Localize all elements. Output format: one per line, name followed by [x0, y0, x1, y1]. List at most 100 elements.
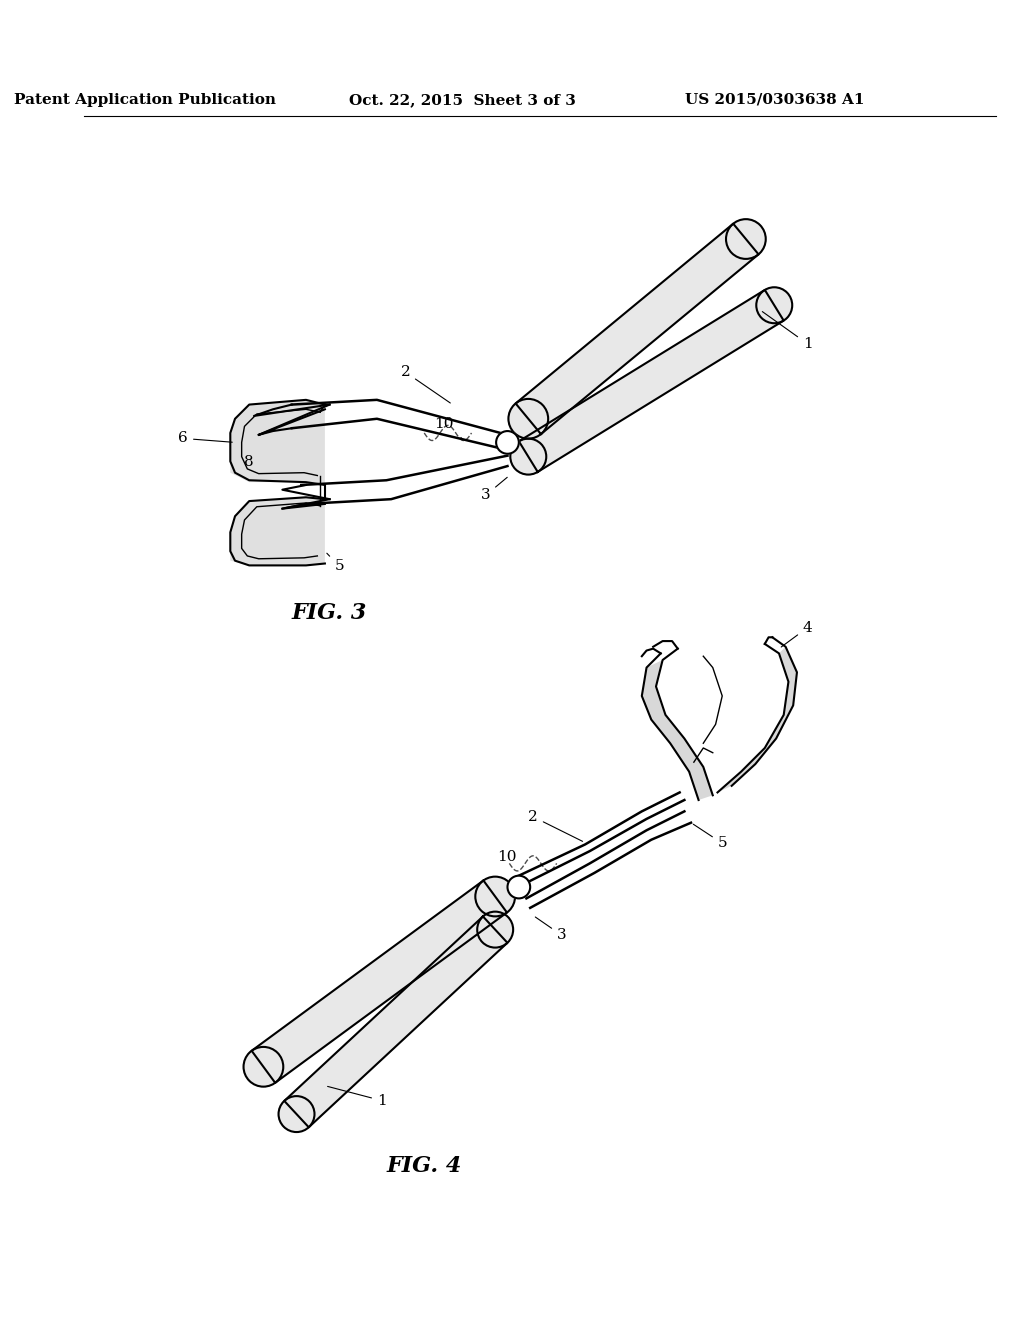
Point — [387, 997, 403, 1018]
Point — [372, 1038, 388, 1059]
Point — [324, 993, 340, 1014]
Point — [435, 962, 452, 983]
Point — [327, 1072, 343, 1093]
Point — [560, 376, 577, 397]
Point — [574, 351, 591, 372]
Point — [361, 1035, 378, 1056]
Point — [541, 433, 557, 454]
Point — [671, 352, 687, 374]
Point — [665, 371, 681, 392]
Point — [707, 323, 723, 345]
Point — [705, 265, 721, 286]
Point — [641, 300, 657, 321]
Point — [446, 920, 463, 941]
Point — [398, 949, 415, 970]
Point — [399, 995, 416, 1016]
Point — [368, 970, 384, 991]
Point — [593, 393, 609, 414]
Point — [386, 958, 402, 979]
Point — [431, 927, 447, 948]
Point — [615, 333, 632, 354]
Point — [383, 1031, 399, 1052]
Point — [443, 924, 460, 945]
Point — [332, 1063, 348, 1084]
Point — [656, 292, 673, 313]
Point — [614, 341, 631, 362]
Point — [617, 323, 634, 345]
Point — [644, 290, 660, 312]
Point — [325, 1003, 341, 1024]
Point — [615, 388, 632, 409]
Point — [404, 952, 421, 973]
Point — [432, 940, 449, 961]
Point — [362, 983, 379, 1005]
Point — [424, 946, 440, 968]
Point — [547, 428, 563, 449]
Point — [607, 403, 624, 424]
Point — [715, 321, 731, 342]
Point — [344, 991, 360, 1012]
Point — [570, 352, 587, 374]
Point — [597, 347, 613, 368]
Point — [569, 355, 586, 376]
Point — [299, 1030, 315, 1051]
Point — [638, 323, 654, 345]
Point — [607, 350, 624, 371]
Point — [306, 1018, 323, 1039]
Point — [720, 244, 736, 265]
Point — [693, 341, 710, 362]
Point — [442, 974, 459, 995]
Point — [672, 271, 688, 292]
Point — [326, 1005, 342, 1026]
Point — [690, 269, 707, 290]
Point — [381, 948, 397, 969]
Point — [596, 389, 612, 411]
Point — [397, 952, 414, 973]
Point — [671, 342, 687, 363]
Point — [709, 329, 725, 350]
Point — [345, 990, 361, 1011]
Text: FIG. 3: FIG. 3 — [292, 602, 368, 623]
Point — [553, 375, 569, 396]
Point — [732, 323, 749, 345]
Point — [303, 1024, 319, 1045]
Point — [594, 352, 610, 374]
Point — [614, 387, 631, 408]
Point — [414, 993, 430, 1014]
Point — [383, 1014, 399, 1035]
Point — [375, 1022, 391, 1043]
Point — [583, 350, 599, 371]
Point — [392, 1008, 409, 1030]
Point — [346, 1005, 362, 1026]
Point — [610, 385, 627, 407]
Point — [391, 968, 408, 989]
Point — [701, 259, 718, 280]
Point — [624, 321, 640, 342]
Point — [600, 350, 616, 371]
Point — [674, 284, 690, 305]
Point — [398, 1011, 415, 1032]
Point — [688, 263, 705, 284]
Point — [567, 412, 584, 433]
Point — [692, 276, 709, 297]
Point — [429, 962, 445, 983]
Point — [354, 986, 371, 1007]
Point — [319, 995, 336, 1016]
Point — [685, 345, 701, 366]
Point — [617, 318, 634, 339]
Point — [331, 999, 347, 1020]
Point — [596, 343, 612, 364]
Point — [628, 383, 644, 404]
Point — [643, 370, 659, 391]
Point — [694, 342, 711, 363]
Point — [583, 417, 599, 438]
Point — [631, 302, 647, 323]
Point — [371, 1028, 387, 1049]
Point — [665, 279, 681, 300]
Point — [732, 309, 749, 330]
Point — [679, 289, 695, 310]
Point — [691, 342, 708, 363]
Point — [598, 333, 614, 354]
Point — [455, 916, 471, 937]
Point — [692, 255, 709, 276]
